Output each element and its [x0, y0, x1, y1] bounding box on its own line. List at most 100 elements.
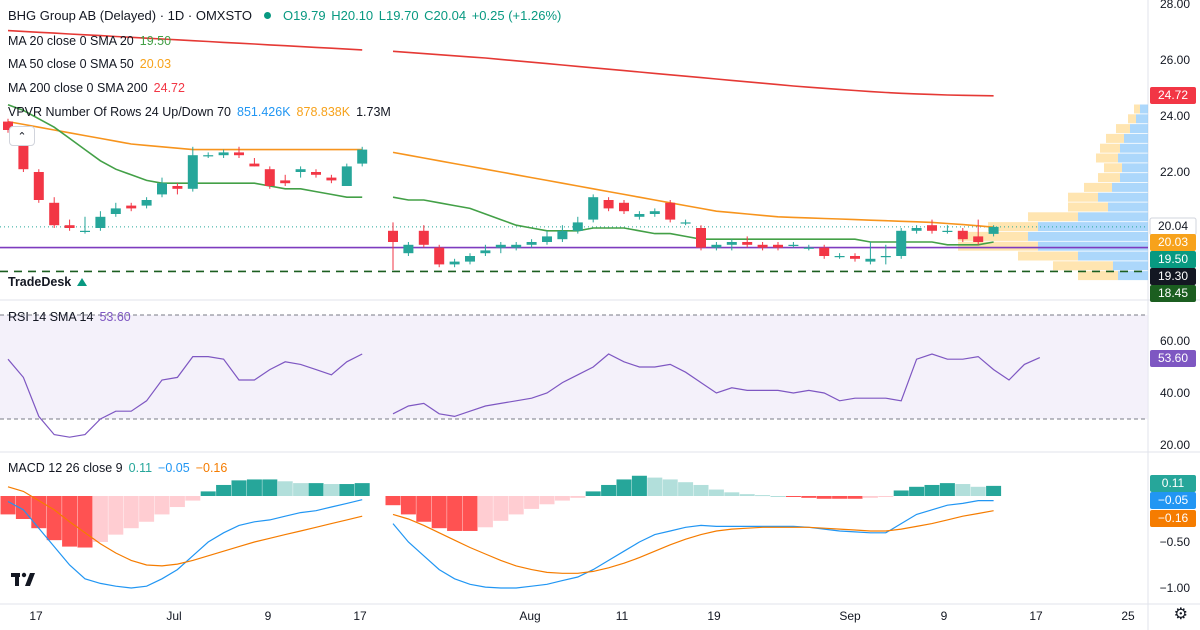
tradingview-logo-icon[interactable]: [8, 566, 40, 592]
candle-body: [187, 155, 198, 189]
price-tag: 19.50: [1158, 252, 1188, 266]
price-tag-bg: [1150, 268, 1196, 285]
close-value: C20.04: [424, 8, 467, 23]
rsi-legend[interactable]: RSI 14 SMA 14 53.60: [8, 310, 131, 324]
macd-histogram-bar: [15, 496, 31, 519]
macd-histogram-bar: [231, 480, 247, 496]
macd-histogram-bar: [909, 486, 925, 496]
price-axis-tick: 22.00: [1160, 165, 1190, 179]
change-value: +0.25 (+1.26%): [471, 8, 562, 23]
macd-histogram-bar: [169, 496, 185, 508]
macd-histogram-bar: [339, 484, 355, 496]
price-tag-bg: [1150, 234, 1196, 251]
macd-histogram-bar: [92, 496, 108, 542]
macd-signal-value: −0.05: [158, 461, 190, 475]
ma200-value: 24.72: [153, 81, 185, 95]
candle-body: [773, 244, 783, 248]
time-axis-label: 9: [941, 609, 948, 623]
macd-histogram-bar: [724, 492, 740, 496]
time-axis-label: Aug: [519, 609, 540, 623]
candle-body: [511, 244, 522, 248]
ma50-legend[interactable]: MA 50 close 0 SMA 50 20.03: [8, 57, 171, 71]
vpvr-up-bar: [1118, 153, 1148, 163]
macd-histogram-bar: [878, 496, 894, 497]
macd-histogram-bar: [739, 494, 755, 496]
candle-body: [157, 183, 167, 195]
signal-line: [7, 486, 994, 574]
macd-histogram-bar: [693, 484, 709, 496]
ma20-line: [7, 104, 994, 246]
candle-body: [542, 236, 552, 242]
macd-histogram-bar: [308, 483, 324, 496]
macd-histogram-bar: [708, 489, 724, 496]
macd-histogram-bar: [293, 483, 309, 496]
ma20-value: 19.50: [139, 34, 172, 48]
candle-body: [696, 228, 706, 248]
vpvr-down-bar: [1134, 104, 1140, 114]
macd-histogram-bar: [832, 496, 848, 499]
symbol-legend[interactable]: BHG Group AB (Delayed) · 1D · OMXSTO O19…: [8, 8, 563, 23]
vpvr-up-bar: [1038, 241, 1148, 251]
macd-histogram-bar: [323, 484, 339, 496]
candle-body: [588, 197, 599, 220]
tradedesk-label[interactable]: TradeDesk: [8, 275, 88, 289]
vpvr-down-bar: [958, 231, 1028, 241]
vpvr-up-bar: [1112, 182, 1148, 192]
price-axis-tick: 26.00: [1160, 53, 1190, 67]
vpvr-down-bar: [1106, 133, 1124, 143]
vpvr-down-bar: [1098, 173, 1120, 183]
candle-body: [850, 256, 860, 259]
macd-histogram-bar: [539, 496, 555, 505]
macd-histogram-bar: [277, 481, 293, 496]
candle-body: [927, 225, 937, 231]
vpvr-down-bar: [1068, 202, 1108, 212]
macd-histogram-bar: [216, 484, 232, 496]
candle-body: [172, 186, 183, 189]
macd-histogram-bar: [508, 496, 524, 515]
candle-body: [957, 230, 968, 240]
rsi-axis-tick: 60.00: [1160, 334, 1190, 348]
vpvr-up-bar: [1140, 104, 1148, 114]
macd-tag: 0.11: [1162, 476, 1185, 490]
macd-legend[interactable]: MACD 12 26 close 9 0.11 −0.05 −0.16: [8, 461, 227, 475]
macd-histogram-bar: [662, 479, 678, 496]
candle-body: [280, 180, 291, 184]
candle-body: [418, 230, 429, 245]
macd-histogram-bar: [847, 496, 863, 499]
vpvr-down-bar: [1028, 212, 1078, 222]
ma20-legend[interactable]: MA 20 close 0 SMA 20 19.50: [8, 34, 171, 48]
price-tag: 19.30: [1158, 269, 1188, 283]
vpvr-up-bar: [1028, 231, 1148, 241]
macd-axis-tick: −0.50: [1160, 535, 1191, 549]
candle-body: [495, 244, 506, 248]
macd-histogram-bar: [554, 496, 570, 501]
macd-histogram-bar: [139, 496, 155, 522]
vpvr-legend[interactable]: VPVR Number Of Rows 24 Up/Down 70 851.42…: [8, 105, 391, 119]
macd-histogram-bar: [385, 496, 401, 506]
macd-histogram-bar: [616, 479, 632, 496]
rsi-band: [0, 315, 1148, 419]
price-axis-tick: 24.00: [1160, 109, 1190, 123]
vpvr-down-bar: [1084, 182, 1112, 192]
price-tag-bg: [1150, 87, 1196, 104]
gear-icon[interactable]: ⚙: [1173, 606, 1188, 623]
candle-body: [649, 211, 660, 214]
ma200-legend[interactable]: MA 200 close 0 SMA 200 24.72: [8, 81, 185, 95]
macd-histogram-bar: [785, 496, 801, 497]
candle-body: [742, 242, 753, 245]
macd-histogram-bar: [400, 496, 416, 515]
vpvr-down-bar: [1128, 114, 1136, 124]
macd-histogram-bar: [185, 496, 201, 501]
candle-body: [988, 226, 999, 234]
tradedesk-text: TradeDesk: [8, 275, 72, 289]
vpvr-down-bar: [958, 241, 1038, 251]
candle-body: [110, 208, 121, 214]
time-axis-label: 9: [265, 609, 272, 623]
collapse-legend-button[interactable]: ⌃: [9, 126, 35, 146]
candle-body: [449, 261, 460, 265]
ohlc-values: O19.79 H20.10 L19.70 C20.04 +0.25 (+1.26…: [283, 8, 563, 23]
vpvr-down-bar: [1068, 192, 1098, 202]
rsi-axis-tick: 40.00: [1160, 386, 1190, 400]
rsi-line: [7, 353, 1041, 438]
